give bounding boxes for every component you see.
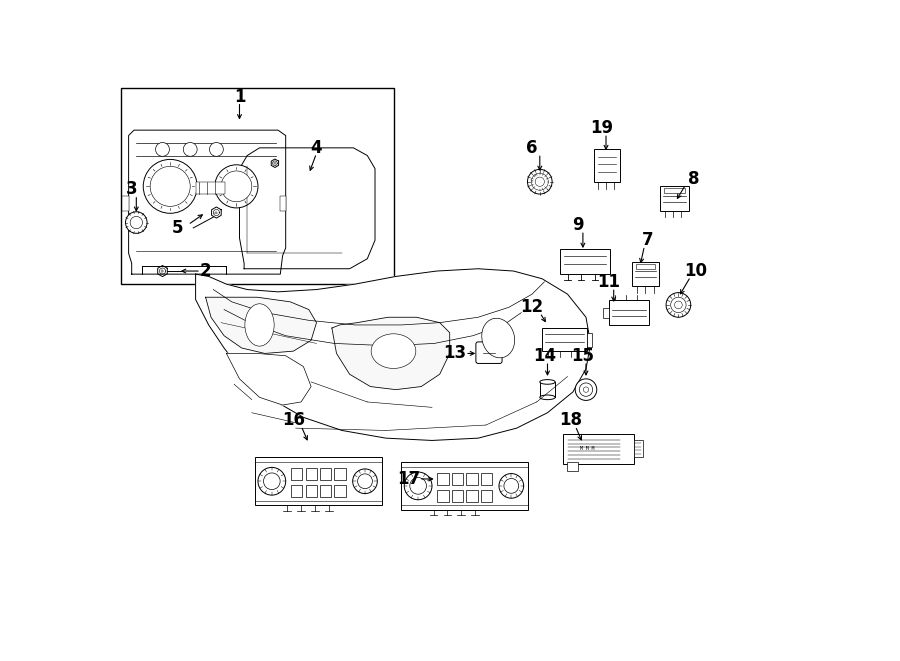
Bar [320,485,331,498]
Circle shape [125,212,147,233]
Circle shape [210,143,223,156]
Bar [664,188,685,193]
Text: 9: 9 [572,216,584,234]
Text: 6: 6 [526,139,538,157]
Polygon shape [332,317,450,389]
Circle shape [150,167,190,206]
Text: 12: 12 [520,298,544,316]
Text: 4: 4 [310,139,322,157]
Text: 15: 15 [572,347,594,365]
Circle shape [221,171,252,202]
Polygon shape [227,354,311,405]
Bar [567,462,579,471]
Circle shape [258,467,285,495]
Text: 3: 3 [126,180,138,198]
FancyBboxPatch shape [401,462,528,510]
Polygon shape [239,148,375,269]
Bar [122,196,129,211]
Circle shape [357,474,373,488]
FancyBboxPatch shape [594,149,620,182]
Bar [636,264,655,269]
Ellipse shape [540,395,555,400]
Text: 7: 7 [642,231,653,249]
Bar [452,490,464,502]
Circle shape [536,177,544,186]
Text: 17: 17 [397,470,420,488]
Bar [320,468,331,481]
Circle shape [143,159,197,214]
Circle shape [404,472,432,500]
Bar [335,485,346,498]
Bar [195,182,225,194]
Ellipse shape [540,379,555,384]
Text: M M M: M M M [580,446,595,451]
Bar [481,490,492,502]
FancyBboxPatch shape [609,300,649,325]
Circle shape [527,169,552,194]
Text: 8: 8 [688,170,699,188]
FancyBboxPatch shape [560,249,610,274]
Bar [603,308,609,317]
Bar [466,473,478,485]
Bar [634,440,643,457]
Text: 2: 2 [200,262,212,280]
Ellipse shape [371,334,416,368]
Circle shape [531,173,548,190]
Bar [335,468,346,481]
Circle shape [130,216,142,229]
Polygon shape [195,269,590,440]
Text: 11: 11 [598,273,621,291]
FancyBboxPatch shape [255,457,382,505]
Bar [452,473,464,485]
Circle shape [499,473,524,498]
Circle shape [666,293,690,317]
Ellipse shape [482,318,515,358]
Bar [437,490,449,502]
Bar [291,468,302,481]
Circle shape [504,479,518,493]
Circle shape [410,477,427,494]
Circle shape [580,383,593,397]
FancyBboxPatch shape [562,434,634,463]
Circle shape [583,387,589,393]
FancyBboxPatch shape [660,186,689,211]
Text: 19: 19 [590,119,613,137]
Bar [280,196,285,211]
Text: 16: 16 [282,411,305,430]
Circle shape [156,143,169,156]
Bar [587,332,592,346]
FancyBboxPatch shape [542,328,587,351]
Circle shape [215,165,258,208]
Bar [291,485,302,498]
Polygon shape [129,130,285,274]
Circle shape [184,143,197,156]
Circle shape [670,297,686,313]
Text: 5: 5 [172,219,184,237]
Circle shape [575,379,597,401]
Circle shape [353,469,377,494]
Bar [305,485,317,498]
Bar [437,473,449,485]
Bar [466,490,478,502]
Bar [481,473,492,485]
Bar [121,88,394,284]
Text: 18: 18 [559,411,582,430]
Text: 1: 1 [234,88,245,106]
Text: 13: 13 [444,344,467,362]
Ellipse shape [245,304,274,346]
Circle shape [264,473,280,490]
Text: 14: 14 [533,347,556,365]
Polygon shape [205,297,317,354]
FancyBboxPatch shape [476,342,502,364]
Bar [305,468,317,481]
Circle shape [674,301,682,309]
Text: 10: 10 [685,262,707,280]
FancyBboxPatch shape [632,262,659,286]
